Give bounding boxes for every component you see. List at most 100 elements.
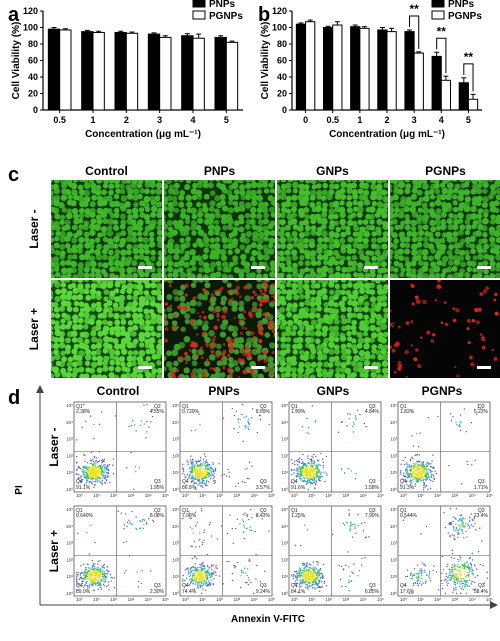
cell (130, 181, 137, 189)
cell (309, 374, 316, 378)
cell (322, 347, 330, 354)
cell (96, 180, 103, 184)
dead-cell (184, 283, 189, 288)
event-dot (314, 474, 316, 476)
cell (165, 361, 173, 368)
cell (321, 211, 328, 218)
cell (114, 356, 120, 362)
event-dot (80, 481, 82, 484)
event-dot (244, 512, 246, 514)
cell (309, 189, 317, 197)
y-tick-label: 10⁵ (172, 507, 179, 512)
cell (287, 180, 294, 183)
dead-cell (471, 319, 476, 323)
event-dot (102, 564, 105, 567)
cell (285, 380, 292, 387)
q3-tag: Q3 (154, 479, 161, 485)
event-dot (188, 511, 190, 513)
cell (84, 305, 91, 313)
cell (302, 320, 309, 327)
event-dot (80, 475, 82, 477)
event-dot (93, 477, 95, 480)
cell (156, 235, 162, 243)
event-dot (406, 477, 409, 479)
event-dot (255, 553, 257, 556)
cell (359, 287, 366, 294)
event-dot (239, 418, 241, 421)
cell (277, 299, 281, 307)
event-dot (92, 473, 95, 475)
cell (297, 273, 304, 278)
cell (284, 249, 291, 256)
event-dot (201, 485, 203, 487)
event-dot (206, 479, 208, 482)
dead-cell (239, 331, 243, 335)
q4-tag: Q4 (76, 479, 83, 485)
event-dot (309, 478, 311, 480)
legend-swatch (431, 0, 445, 8)
cell (433, 182, 440, 189)
x-tick-label: 10² (110, 493, 117, 498)
cell (58, 202, 65, 209)
q2-value: 5.22% (474, 409, 489, 415)
cell (399, 242, 406, 248)
event-dot (203, 473, 206, 476)
event-dot (90, 579, 92, 582)
event-dot (298, 465, 300, 467)
cell (267, 248, 275, 255)
cell (285, 336, 292, 343)
cell (277, 187, 282, 195)
cell (383, 202, 388, 209)
event-dot (313, 467, 315, 470)
cell (439, 248, 446, 255)
cell (155, 280, 161, 283)
cell (291, 282, 298, 290)
cell (352, 200, 358, 206)
cell (100, 312, 108, 319)
dead-cell (213, 289, 216, 293)
cell (297, 242, 304, 250)
cell (89, 201, 96, 208)
event-dot (201, 482, 204, 484)
cell (127, 326, 134, 333)
event-dot (95, 478, 98, 480)
x-tick-label: 10¹ (417, 493, 424, 498)
event-dot (199, 466, 201, 468)
cell (90, 182, 97, 189)
event-dot (430, 487, 432, 490)
q1-value: 0.640% (76, 513, 94, 519)
y-tick-label: 10⁵ (172, 403, 179, 408)
event-dot (216, 538, 219, 540)
event-dot (426, 463, 428, 465)
event-dot (98, 460, 101, 462)
event-dot (314, 470, 316, 473)
cell (234, 248, 241, 254)
cell (90, 294, 96, 300)
y-tick-label: 10⁴ (172, 524, 179, 529)
event-dot (105, 480, 108, 482)
event-dot (88, 583, 91, 585)
cell (397, 212, 405, 219)
event-dot (103, 567, 106, 569)
cell (113, 207, 120, 214)
cell (83, 288, 90, 295)
cell (447, 274, 454, 278)
cell (416, 241, 423, 248)
q3-value: 3.57% (256, 485, 271, 491)
event-dot (182, 469, 185, 471)
event-dot (143, 423, 145, 425)
event-dot (94, 476, 96, 478)
event-dot (419, 475, 421, 478)
event-dot (92, 469, 94, 472)
bar-pnps (181, 35, 194, 111)
event-dot (84, 575, 86, 577)
cell (340, 318, 348, 325)
cell (351, 329, 358, 336)
cell (209, 237, 216, 244)
x-tick-label: 10⁰ (400, 493, 407, 498)
event-dot (198, 464, 200, 467)
cell (315, 312, 321, 319)
cell (66, 306, 73, 313)
event-dot (189, 459, 192, 461)
